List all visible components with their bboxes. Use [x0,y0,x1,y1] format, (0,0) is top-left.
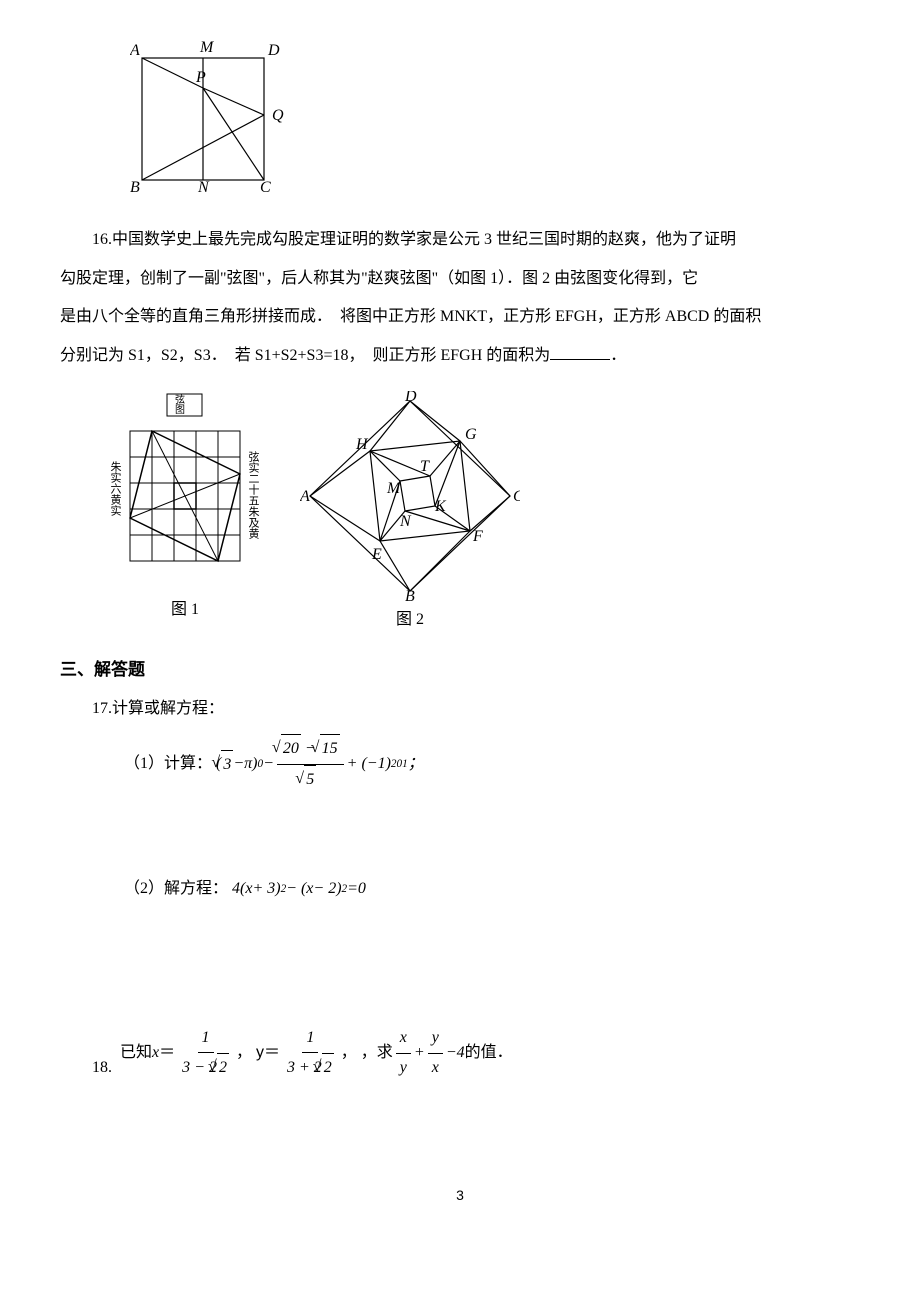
label-F2: F [472,528,483,545]
sq2: 2 [342,879,348,899]
label-K2: K [434,498,447,515]
figures-row: 弦 图 朱实六黄实 弦实二十五朱及黄 [100,391,860,635]
problem-16-line2: 勾股定理，创制了一副"弦图"，后人称其为"赵爽弦图"（如图 1）．图 2 由弦图… [60,265,860,294]
label-C2: C [513,488,520,505]
figure-1-svg: 弦 图 朱实六黄实 弦实二十五朱及黄 [100,391,270,591]
label-H2: H [355,436,369,453]
label-B2: B [405,588,415,601]
sep1: ， [236,1039,252,1068]
part2-formula: 4(x + 3)2 − (x − 2)2 = 0 [232,875,366,904]
label-D: D [267,42,280,59]
ynum: 1 [302,1024,318,1054]
t2n: y [428,1024,443,1054]
label-M2: M [386,480,402,497]
label-A2: A [300,488,310,505]
fig1-right-text: 弦实二十五朱及黄 [247,450,260,540]
label-A: A [130,42,140,59]
problem-16-number: 16. [92,231,112,248]
figure-1-label: 图 1 [171,596,199,625]
figure-2: A B C D E F G H M N K T 图 2 [300,391,520,635]
fig1-title2: 图 [175,404,185,416]
diagram-amdc: A M D P Q B N C [130,40,860,206]
sq1: 2 [281,879,287,899]
part1-label: （1）计算： [124,755,212,772]
minus4: −4 [446,1039,465,1068]
exp201: 201 [391,754,408,774]
xnum: 1 [198,1024,214,1054]
label-C: C [260,179,271,195]
problem-17-number: 17. [92,700,112,717]
problem-16-line4-wrap: 分别记为 S1，S2，S3． 若 S1+S2+S3=18， 则正方形 EFGH … [60,342,860,371]
page-number: 3 [60,1183,860,1208]
p18-mid: ，求 [361,1039,393,1068]
rhs0: 0 [358,875,366,904]
label-N: N [197,179,210,195]
exp0: 0 [257,754,263,774]
part2-label: （2）解方程： [124,880,228,897]
figure-1: 弦 图 朱实六黄实 弦实二十五朱及黄 [100,391,270,625]
figure-2-label: 图 2 [396,606,424,635]
fig1-left-text: 朱实六黄实 [109,461,122,516]
problem-16-line4: 分别记为 S1，S2，S3． 若 S1+S2+S3=18， 则正方形 EFGH … [60,347,550,364]
problem-16: 16.中国数学史上最先完成勾股定理证明的数学家是公元 3 世纪三国时期的赵爽，他… [60,226,860,255]
label-T2: T [420,458,430,475]
amdc-svg: A M D P Q B N C [130,40,285,195]
t1d: y [396,1054,411,1083]
label-E2: E [371,546,382,563]
problem-18: 18. 已知 x＝ 1 3 − 2√2 ， y＝ 1 3 + 2√2 ， ，求 … [92,1024,860,1084]
problem-17: 17.计算或解方程： [60,695,860,724]
problem-17-part2: （2）解方程： 4(x + 3)2 − (x − 2)2 = 0 [124,875,860,904]
problem-17-part1: （1）计算： (√3 − π)0 − √20 − √15 √5 + (−1)20… [124,734,860,795]
blank-fill [550,359,610,360]
label-D2: D [404,391,417,405]
problem-18-formula: 已知 x＝ 1 3 − 2√2 ， y＝ 1 3 + 2√2 ， ，求 x y … [120,1024,513,1084]
coef4: 4 [232,875,240,904]
problem-18-number: 18. [92,1054,112,1083]
part1-formula: (√3 − π)0 − √20 − √15 √5 + (−1)201； [216,734,424,795]
label-G2: G [465,426,477,443]
label-P: P [195,69,206,86]
label-Q: Q [272,107,284,124]
section-3-title: 三、解答题 [60,655,860,686]
label-N2: N [399,513,412,530]
label-M: M [199,40,215,56]
t2d: x [428,1054,443,1083]
figure-2-svg: A B C D E F G H M N K T [300,391,520,601]
label-B: B [130,179,140,195]
problem-17-text: 计算或解方程： [112,700,224,717]
p18-prefix: 已知 [120,1039,152,1068]
p18-suffix: 的值． [465,1039,513,1068]
sep2: ， [341,1039,357,1068]
problem-16-line1: 中国数学史上最先完成勾股定理证明的数学家是公元 3 世纪三国时期的赵爽，他为了证… [112,231,736,248]
problem-16-line3: 是由八个全等的直角三角形拼接而成． 将图中正方形 MNKT，正方形 EFGH，正… [60,303,860,332]
t1n: x [396,1024,411,1054]
